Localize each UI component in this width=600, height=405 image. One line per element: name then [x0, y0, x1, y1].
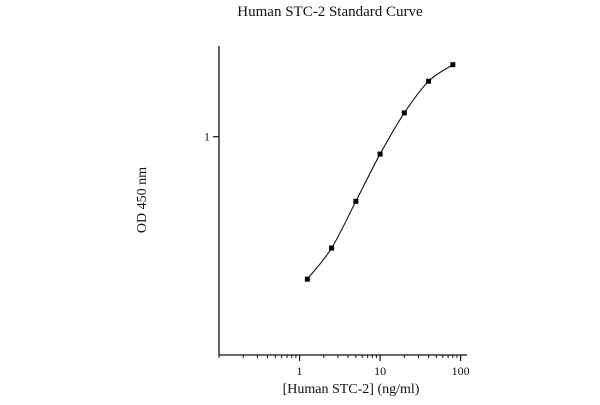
y-tick-label: 1 — [204, 130, 210, 144]
data-point-marker — [329, 245, 335, 251]
data-point-marker — [426, 78, 432, 84]
x-axis-label: [Human STC-2] (ng/ml) — [283, 382, 420, 397]
x-tick-label: 10 — [374, 364, 386, 378]
x-tick-label: 100 — [452, 364, 470, 378]
y-axis-label: OD 450 nm — [135, 167, 150, 233]
data-points — [304, 62, 456, 282]
axis-ticks: 1 10 100 1 — [204, 130, 470, 378]
data-point-marker — [353, 198, 359, 204]
data-point-marker — [401, 110, 407, 116]
data-point-marker — [377, 151, 383, 157]
data-point-marker — [450, 62, 456, 68]
data-point-marker — [304, 276, 310, 282]
x-tick-label: 1 — [297, 364, 303, 378]
chart-title: Human STC-2 Standard Curve — [237, 4, 423, 20]
